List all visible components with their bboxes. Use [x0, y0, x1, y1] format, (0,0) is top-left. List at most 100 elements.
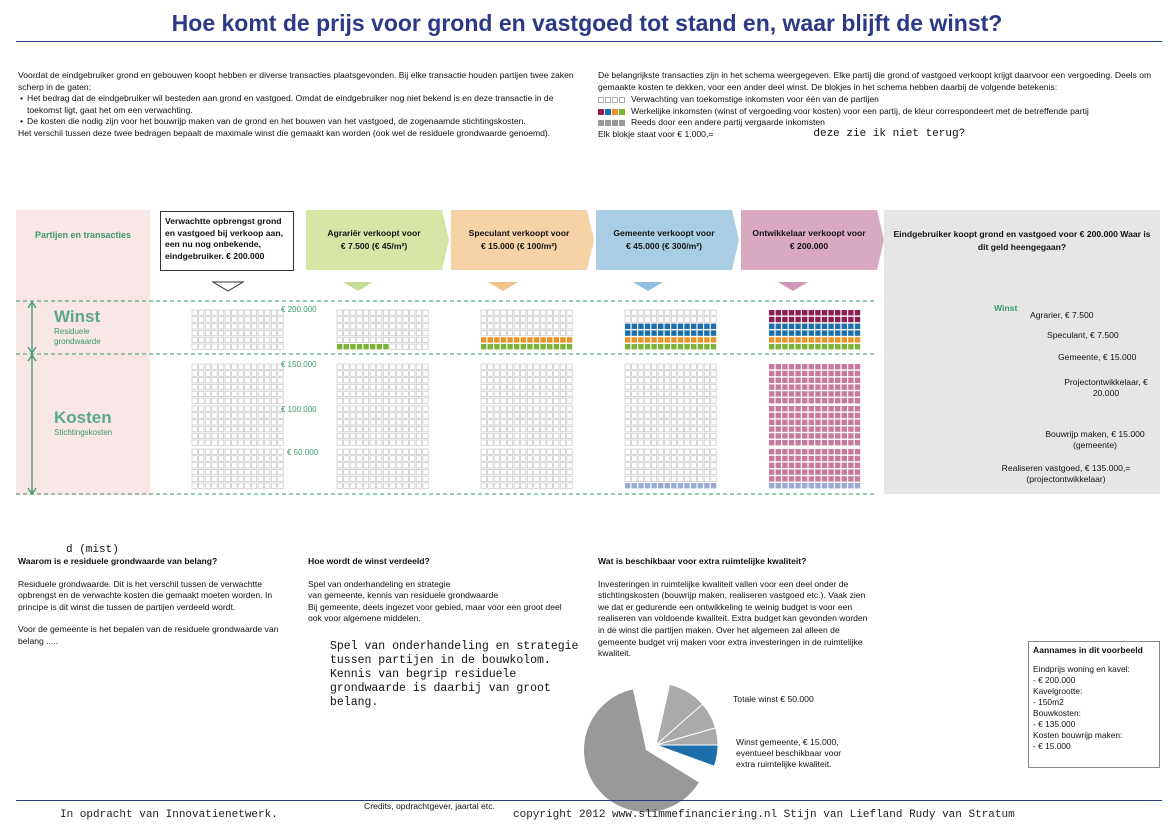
grid-block — [198, 370, 205, 377]
grid-block — [356, 455, 363, 462]
grid-block — [835, 384, 841, 390]
grid-block — [553, 390, 560, 397]
legend-grey: Reeds door een andere partij vergaarde i… — [598, 117, 1158, 129]
grid-block — [815, 462, 821, 468]
grid-block — [237, 397, 244, 404]
grid-block — [775, 469, 781, 475]
grid-block — [664, 370, 671, 377]
grid-block — [802, 398, 808, 404]
grid-block — [520, 337, 526, 343]
grid-block — [251, 323, 258, 330]
grid-block — [631, 337, 637, 343]
grid-block — [677, 337, 684, 343]
grid-block — [415, 330, 422, 337]
grid-block — [336, 462, 343, 469]
grid-block — [644, 397, 651, 404]
step-gemeente-line2: € 45.000 (€ 300/m²) — [626, 241, 702, 251]
grid-block — [802, 483, 808, 489]
grid-block — [841, 469, 847, 475]
grid-block — [336, 419, 343, 426]
grid-block — [218, 316, 225, 323]
grid-block — [231, 412, 238, 419]
grid-block — [500, 412, 507, 419]
grid-block — [257, 323, 264, 330]
grid-block — [356, 309, 363, 316]
grid-block — [690, 462, 697, 469]
grid-block — [769, 330, 775, 336]
grid-block — [775, 398, 781, 404]
col2-p2: van gemeente, kennis van residuele grond… — [308, 590, 499, 601]
grid-block — [808, 433, 814, 439]
grid-block — [841, 337, 847, 343]
grid-block — [697, 330, 703, 336]
grid-block — [513, 377, 520, 384]
grid-block — [277, 316, 284, 323]
grid-block — [480, 432, 487, 439]
grid-block — [677, 419, 684, 426]
grid-block — [848, 476, 854, 482]
grid-block — [854, 476, 861, 482]
grid-block — [264, 412, 271, 419]
grid-block — [356, 439, 363, 446]
grid-block — [507, 344, 513, 350]
grid-block — [540, 309, 547, 316]
grid-block — [415, 439, 422, 446]
grid-block — [402, 397, 409, 404]
grid-block — [356, 336, 363, 343]
grid-block — [854, 391, 861, 397]
grid-block — [349, 448, 356, 455]
grid-block — [487, 455, 494, 462]
grid-block — [480, 370, 487, 377]
col1-p1: Residuele grondwaarde. Dit is het versch… — [18, 578, 273, 612]
grid-block — [540, 412, 547, 419]
grid-block — [546, 323, 553, 330]
grid-block — [553, 462, 560, 469]
grid-block — [526, 397, 533, 404]
grid-block — [540, 397, 547, 404]
grid-block — [690, 384, 697, 391]
grid-block — [540, 432, 547, 439]
grid-block — [356, 390, 363, 397]
grid-block — [651, 426, 658, 433]
grid-block — [277, 405, 284, 412]
grid-block — [211, 426, 218, 433]
col1-p2: Voor de gemeente is het bepalen van de r… — [18, 624, 279, 646]
grid-block — [363, 482, 370, 489]
grid-block — [500, 455, 507, 462]
grid-block — [513, 482, 520, 489]
grid-block — [204, 432, 211, 439]
grid-block — [553, 377, 560, 384]
grid-block — [191, 455, 198, 462]
grid-block — [191, 330, 198, 337]
grid-block — [769, 316, 775, 323]
grid-block — [356, 344, 363, 350]
grid-block — [336, 405, 343, 412]
grid-block — [513, 432, 520, 439]
grid-block — [677, 483, 684, 489]
grid-block — [651, 483, 657, 489]
grid-block — [500, 432, 507, 439]
grid-block — [237, 412, 244, 419]
legend-colored: Werkelijke inkomsten (winst of vergoedin… — [598, 106, 1158, 118]
grid-block — [237, 377, 244, 384]
grid-block — [237, 455, 244, 462]
grid-block — [376, 469, 383, 476]
grid-block — [788, 483, 795, 489]
grid-block — [257, 330, 264, 337]
grid-block — [218, 419, 225, 426]
grid-block — [802, 419, 808, 425]
grid-block — [204, 323, 211, 330]
grid-block — [540, 316, 547, 323]
grid-block — [204, 309, 211, 316]
grid-block — [841, 323, 847, 329]
grid-block — [211, 316, 218, 323]
grid-block — [670, 390, 677, 397]
grid-block — [336, 309, 343, 316]
grid-block — [638, 337, 644, 343]
grid-block — [697, 390, 704, 397]
col3-heading: Wat is beschikbaar voor extra ruimtelijk… — [598, 556, 807, 566]
grid-block — [697, 316, 704, 323]
grid-block — [191, 419, 198, 426]
grid-block — [191, 482, 198, 489]
grid-block — [547, 344, 553, 350]
